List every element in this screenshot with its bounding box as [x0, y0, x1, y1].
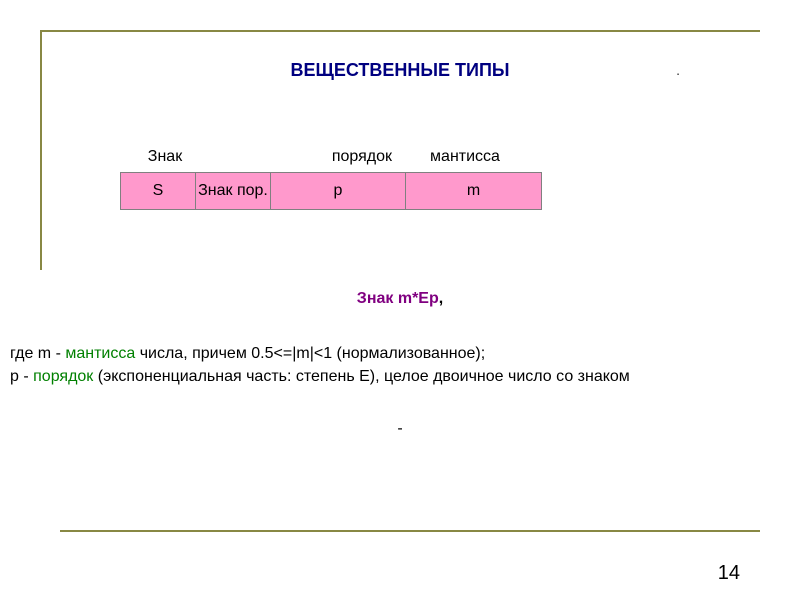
- cell-sign: S: [121, 173, 196, 209]
- label-order: порядок: [210, 148, 410, 166]
- cell-sign-order: Знак пор.: [196, 173, 271, 209]
- cell-order: p: [271, 173, 406, 209]
- description-order: р - порядок (экспоненциальная часть: сте…: [10, 368, 630, 386]
- desc2-keyword: порядок: [33, 368, 93, 385]
- desc1-post: числа, причем 0.5<=|m|<1 (нормализованно…: [135, 345, 485, 362]
- desc2-pre: р -: [10, 368, 33, 385]
- desc1-keyword: мантисса: [65, 345, 135, 362]
- dash-separator: -: [0, 420, 800, 438]
- description-mantissa: где m - мантисса числа, причем 0.5<=|m|<…: [10, 345, 485, 363]
- desc2-post: (экспоненциальная часть: степень E), цел…: [93, 368, 630, 385]
- decorative-line-top: [40, 30, 760, 32]
- formula: Знак m*Ep,: [0, 290, 800, 308]
- format-table: S Знак пор. p m: [120, 172, 542, 210]
- page-number: 14: [718, 562, 740, 585]
- label-sign: Знак: [120, 148, 210, 166]
- decorative-dot: .: [676, 62, 680, 78]
- page-title: ВЕЩЕСТВЕННЫЕ ТИПЫ: [0, 60, 800, 81]
- formula-comma: ,: [439, 290, 443, 307]
- cell-mantissa: m: [406, 173, 541, 209]
- desc1-pre: где m -: [10, 345, 65, 362]
- decorative-line-bottom: [60, 530, 760, 532]
- format-labels: Знак порядок мантисса: [120, 148, 520, 166]
- formula-text: Знак m*Ep: [357, 290, 439, 307]
- label-mantissa: мантисса: [410, 148, 520, 166]
